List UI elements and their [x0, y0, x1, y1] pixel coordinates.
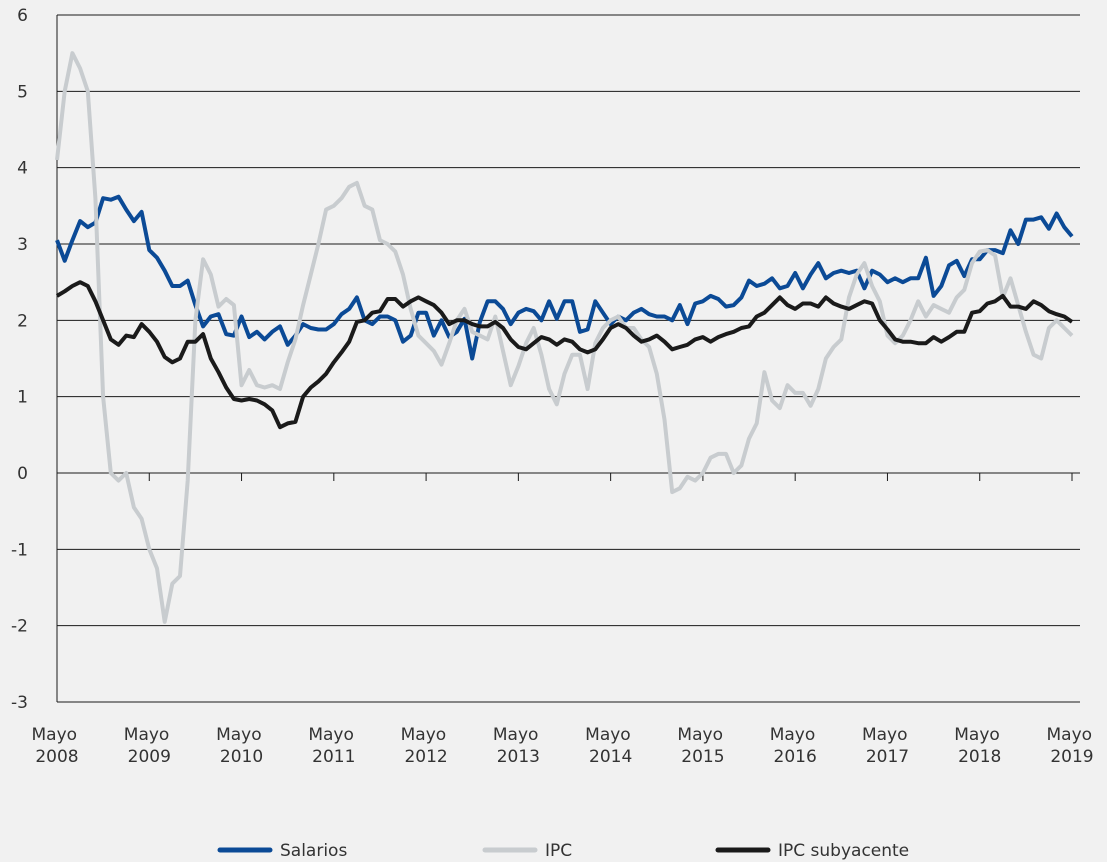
- x-tick-label-line: Mayo: [308, 725, 359, 745]
- x-tick-label-line: 2009: [128, 747, 171, 767]
- x-tick-label: Mayo 2018: [954, 725, 1005, 767]
- y-tick-label: -3: [11, 693, 28, 713]
- series-line: [55, 280, 1074, 430]
- x-tick-label: Mayo 2016: [770, 725, 821, 767]
- y-tick-label: 2: [17, 311, 28, 331]
- x-tick-label-line: 2015: [681, 747, 724, 767]
- x-tick-label-line: 2008: [35, 747, 78, 767]
- x-tick-label-line: 2016: [774, 747, 817, 767]
- x-tick-label-line: 2012: [404, 747, 447, 767]
- x-tick-label-line: Mayo: [954, 725, 1005, 745]
- x-tick-label: Mayo 2012: [401, 725, 452, 767]
- x-tick-label-line: Mayo: [1047, 725, 1098, 745]
- x-tick-label-line: 2014: [589, 747, 632, 767]
- x-tick-label: Mayo 2010: [216, 725, 267, 767]
- series-line: [55, 51, 1074, 624]
- y-tick-label: 0: [17, 464, 28, 484]
- x-tick-label-line: Mayo: [216, 725, 267, 745]
- x-tick-label-line: Mayo: [585, 725, 636, 745]
- x-tick-label-line: 2019: [1050, 747, 1093, 767]
- x-tick-label: Mayo 2019: [1047, 725, 1098, 767]
- y-tick-label: 6: [17, 6, 28, 26]
- x-tick-label-line: Mayo: [862, 725, 913, 745]
- series-line: [55, 194, 1074, 361]
- x-tick-label-line: Mayo: [401, 725, 452, 745]
- x-tick-label: Mayo 2008: [32, 725, 83, 767]
- x-tick-label-line: 2010: [220, 747, 263, 767]
- x-tick-label-line: 2013: [497, 747, 540, 767]
- legend-label: IPC subyacente: [778, 841, 909, 861]
- x-tick-label: Mayo 2017: [862, 725, 913, 767]
- y-tick-label: 5: [17, 82, 28, 102]
- x-tick-label: Mayo 2014: [585, 725, 636, 767]
- x-tick-label: Mayo 2011: [308, 725, 359, 767]
- x-tick-label-line: 2018: [958, 747, 1001, 767]
- x-tick-label: Mayo 2015: [677, 725, 728, 767]
- x-tick-label-line: Mayo: [32, 725, 83, 745]
- x-tick-label-line: Mayo: [124, 725, 175, 745]
- x-tick-label: Mayo 2013: [493, 725, 544, 767]
- x-tick-label-line: Mayo: [677, 725, 728, 745]
- y-tick-label: -1: [11, 540, 28, 560]
- y-tick-label: -2: [11, 617, 28, 637]
- x-tick-label-line: Mayo: [770, 725, 821, 745]
- x-tick-label-line: 2011: [312, 747, 355, 767]
- legend-label: IPC: [545, 841, 572, 861]
- y-tick-label: 1: [17, 388, 28, 408]
- x-tick-label-line: 2017: [866, 747, 909, 767]
- y-tick-label: 3: [17, 235, 28, 255]
- y-tick-label: 4: [17, 159, 28, 179]
- x-tick-label-line: Mayo: [493, 725, 544, 745]
- x-tick-label: Mayo 2009: [124, 725, 175, 767]
- legend-label: Salarios: [280, 841, 347, 861]
